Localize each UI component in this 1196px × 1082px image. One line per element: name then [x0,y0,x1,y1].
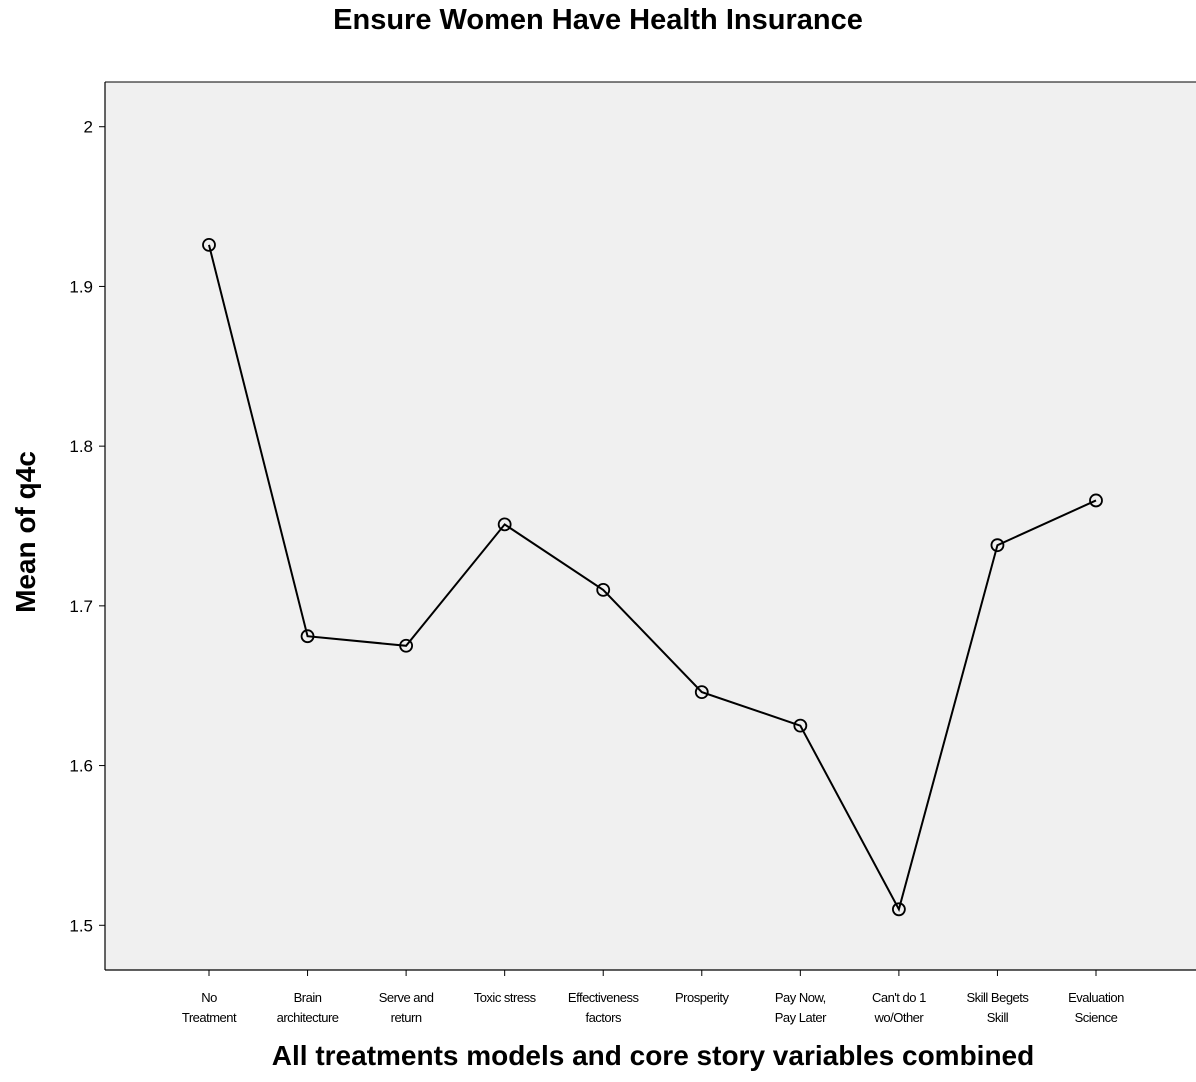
axis-ticks: 1.5 1.6 1.7 1.8 1.9 2 No Treatment Brain architec… [69,118,1124,1025]
x-tick-label: Pay Now, Pay Later [775,990,827,1025]
data-point [399,638,414,653]
x-tick-label: Prosperity [675,990,730,1005]
x-tick-label: Brain architecture [277,990,339,1025]
series-line [208,244,1097,912]
x-axis-title: All treatments models and core story var… [271,1040,1035,1071]
x-tick-label: Skill Begets Skill [966,990,1029,1025]
y-tick-label: 1.5 [69,916,93,935]
data-point [202,238,216,252]
data-point [990,538,1005,553]
y-tick-label: 1.6 [69,757,93,776]
x-tick-label: No Treatment [182,990,237,1025]
y-tick-label: 1.7 [69,597,93,616]
x-tick-label: Serve and return [379,990,434,1025]
data-point [1089,493,1103,508]
y-tick-label: 1.8 [69,437,93,456]
data-point [300,629,315,644]
series-markers [202,238,1103,917]
y-tick-label: 1.9 [69,277,93,296]
plot-area [105,82,1196,970]
data-point [891,902,906,917]
data-point [497,517,512,532]
x-tick-label: Effectiveness factors [568,990,640,1025]
y-tick-label: 2 [84,118,93,137]
data-point [694,685,709,700]
x-tick-label: Can't do 1 wo/Other [872,990,926,1025]
x-tick-label: Evaluation Science [1068,990,1124,1025]
chart-title: Ensure Women Have Health Insurance [333,4,863,36]
x-tick-label: Toxic stress [474,990,537,1005]
axes [104,81,1196,971]
data-point [596,582,611,597]
data-point [793,718,808,733]
